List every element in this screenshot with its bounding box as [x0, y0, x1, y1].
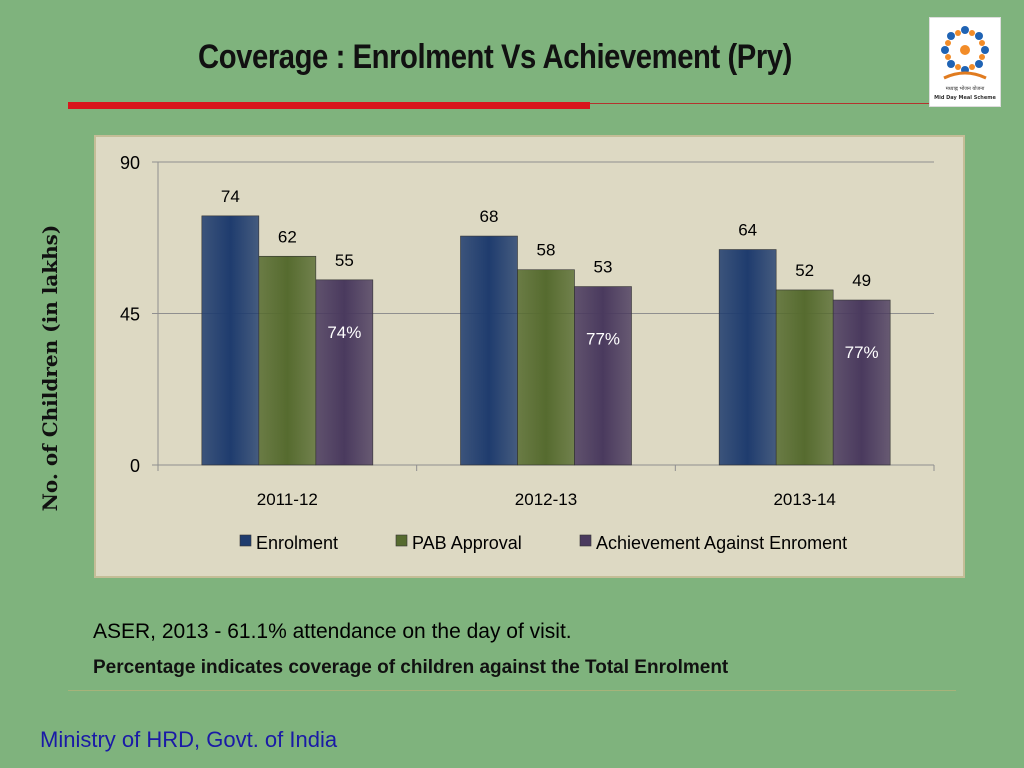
bar-pab-approval — [517, 269, 575, 466]
data-label: 53 — [594, 258, 613, 277]
bar-achievement-against-enroment — [315, 279, 374, 466]
y-tick-label: 90 — [120, 153, 140, 173]
legend-swatch — [579, 534, 592, 547]
data-label: 68 — [480, 207, 499, 226]
title-underline — [68, 102, 590, 109]
bar-achievement-against-enroment — [574, 286, 632, 466]
legend-swatch — [395, 534, 408, 547]
legend-entry: Achievement Against Enroment — [596, 533, 847, 553]
page-title: Coverage : Enrolment Vs Achievement (Pry… — [198, 38, 792, 76]
bar-pab-approval — [775, 289, 834, 466]
mid-day-meal-logo: मध्याह्न भोजन योजना Mid Day Meal Scheme — [929, 17, 1001, 107]
title-thin-rule — [590, 103, 930, 104]
legend-swatch — [239, 534, 252, 547]
percentage-note: Percentage indicates coverage of childre… — [93, 657, 729, 678]
data-label: 62 — [278, 227, 297, 246]
x-tick-label: 2011-12 — [257, 490, 318, 509]
data-label: 74 — [221, 187, 240, 206]
coverage-percentage-label: 74% — [327, 323, 361, 342]
bar-pab-approval — [258, 255, 317, 466]
legend-entry: PAB Approval — [412, 533, 522, 553]
logo-hindi-text: मध्याह्न भोजन योजना — [945, 86, 985, 92]
footer-ministry: Ministry of HRD, Govt. of India — [40, 727, 338, 752]
mid-day-meal-logo-icon — [941, 26, 989, 80]
data-label: 55 — [335, 251, 354, 270]
coverage-percentage-label: 77% — [586, 330, 620, 349]
bottom-rule — [68, 690, 956, 691]
data-label: 49 — [852, 271, 871, 290]
data-label: 52 — [795, 261, 814, 280]
bar-enrolment — [460, 235, 518, 466]
data-label: 64 — [738, 221, 757, 240]
logo-caption: Mid Day Meal Scheme — [934, 95, 996, 101]
data-label: 58 — [537, 241, 556, 260]
y-tick-label: 0 — [130, 456, 140, 476]
x-tick-label: 2013-14 — [773, 490, 835, 509]
y-tick-label: 45 — [120, 305, 140, 325]
bar-enrolment — [718, 249, 777, 466]
aser-note: ASER, 2013 - 61.1% attendance on the day… — [93, 620, 572, 643]
bar-enrolment — [201, 215, 260, 466]
bar-achievement-against-enroment — [832, 299, 891, 466]
coverage-percentage-label: 77% — [845, 343, 879, 362]
x-tick-label: 2012-13 — [515, 490, 577, 509]
legend-entry: Enrolment — [256, 533, 338, 553]
